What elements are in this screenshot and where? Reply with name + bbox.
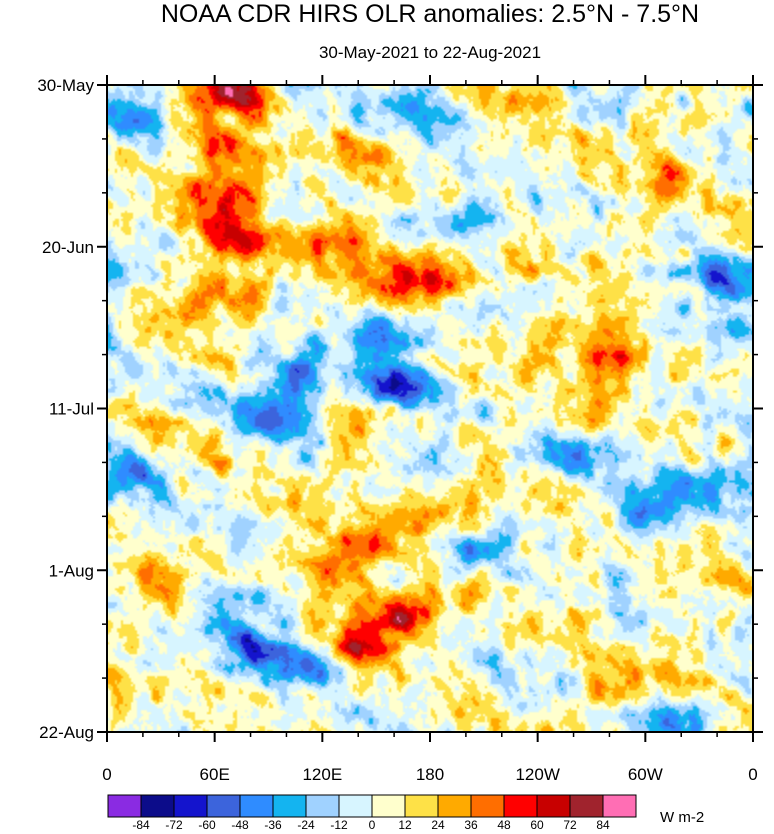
colorbar-box (569, 794, 604, 818)
y-axis: 30-May 20-Jun 11-Jul 1-Aug 22-Aug (37, 76, 763, 742)
colorbar-label: -84 (132, 818, 150, 832)
y-tick-label: 20-Jun (42, 238, 94, 257)
colorbar-label: -24 (297, 818, 315, 832)
colorbar-box (470, 794, 505, 818)
chart-subtitle: 30-May-2021 to 22-Aug-2021 (319, 43, 541, 62)
y-tick-label: 1-Aug (49, 561, 94, 580)
colorbar-box (602, 794, 637, 818)
x-axis: 0 60E 120E 180 120W 60W 0 (102, 75, 758, 784)
colorbar-box (437, 794, 472, 818)
colorbar-box (173, 794, 208, 818)
colorbar-box (140, 794, 175, 818)
colorbar-units: W m-2 (660, 809, 704, 826)
colorbar-box (503, 794, 538, 818)
colorbar-label: 72 (563, 818, 577, 832)
colorbar: -84 -72 -60 -48 -36 -24 -12 0 12 24 36 48 60 72 84 (107, 794, 637, 832)
x-tick-label: 60W (628, 765, 663, 784)
colorbar-box (107, 794, 142, 818)
colorbar-label: -60 (198, 818, 216, 832)
colorbar-label: -72 (165, 818, 183, 832)
anomaly-field (107, 85, 753, 732)
x-tick-label: 120E (302, 765, 342, 784)
colorbar-box (239, 794, 274, 818)
colorbar-label: -12 (330, 818, 348, 832)
colorbar-label: 24 (431, 818, 445, 832)
colorbar-box (371, 794, 406, 818)
colorbar-label: -48 (231, 818, 249, 832)
colorbar-label: -36 (264, 818, 282, 832)
x-tick-label: 120W (515, 765, 559, 784)
colorbar-box (272, 794, 307, 818)
x-tick-label: 180 (416, 765, 444, 784)
colorbar-label: 36 (464, 818, 478, 832)
colorbar-box (305, 794, 340, 818)
colorbar-box (536, 794, 571, 818)
y-tick-label: 22-Aug (39, 723, 94, 742)
colorbar-box (404, 794, 439, 818)
colorbar-box (338, 794, 373, 818)
y-tick-label: 11-Jul (49, 400, 94, 419)
colorbar-label: 60 (530, 818, 544, 832)
x-tick-label: 60E (200, 765, 230, 784)
colorbar-label: 0 (369, 818, 376, 832)
colorbar-label: 12 (398, 818, 412, 832)
plot-area (107, 85, 753, 732)
y-tick-label: 30-May (37, 76, 94, 95)
x-tick-label: 0 (748, 765, 757, 784)
colorbar-label: 48 (497, 818, 511, 832)
x-tick-label: 0 (102, 765, 111, 784)
colorbar-label: 84 (596, 818, 610, 832)
chart-title: NOAA CDR HIRS OLR anomalies: 2.5°N - 7.5… (161, 0, 699, 28)
colorbar-box (206, 794, 241, 818)
